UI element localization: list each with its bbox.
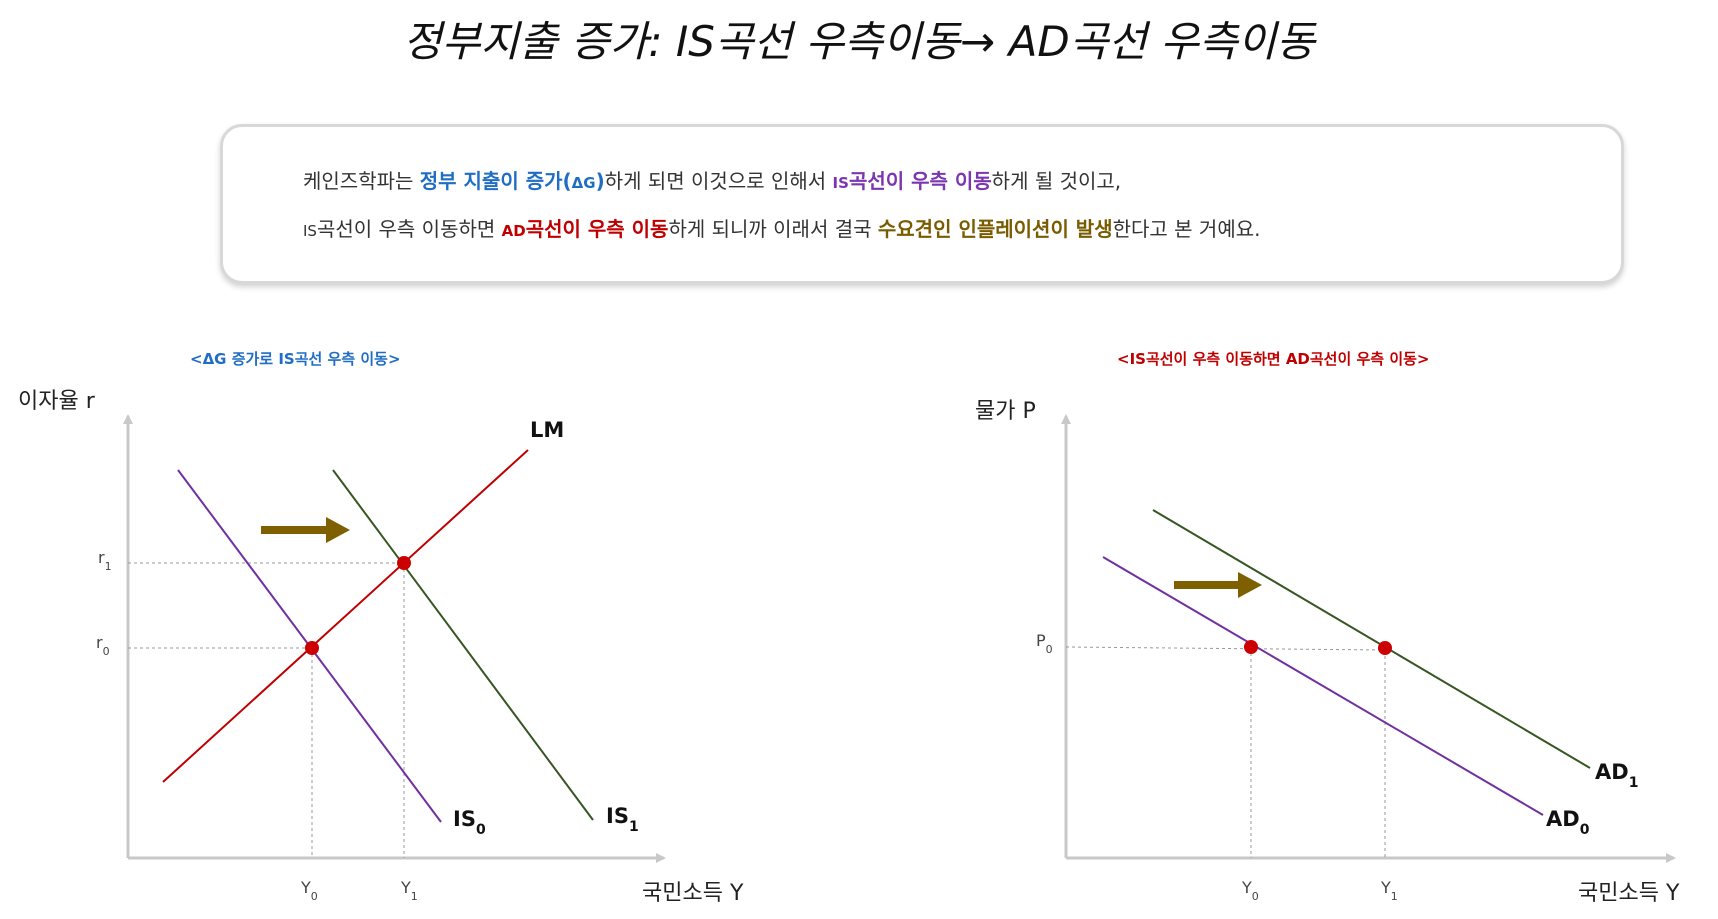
explanation-line-2: IS곡선이 우측 이동하면 AD곡선이 우측 이동하게 되니까 이래서 결국 수… [303,213,1260,242]
explanation-box: 케인즈학파는 정부 지출이 증가(ΔG)하게 되면 이것으로 인해서 IS곡선이… [220,124,1624,284]
ad1-label: AD1 [1595,760,1638,791]
p0-guide-line [1065,646,1386,651]
tick-y1: Y1 [1380,878,1398,903]
ad1-point [1378,641,1392,655]
lm-label: LM [530,418,564,442]
explanation-segment: IS [832,174,849,192]
page-title: 정부지출 증가: IS곡선 우측이동→ AD곡선 우측이동 [403,17,1315,66]
ad0-label: AD0 [1546,807,1590,838]
left-diagram-caption: <ΔG 증가로 IS곡선 우측 이동> [190,350,401,368]
equilibrium-point-e1 [397,556,411,570]
is-lm-diagram: 이자율 r 국민소득 Y r1 r0 Y0 Y1 LM IS0 IS1 [18,389,744,906]
explanation-segment: IS [303,222,317,240]
ad1-curve [1152,509,1591,769]
tick-r1: r1 [98,548,112,573]
x-axis-title-income: 국민소득 Y [1578,881,1680,906]
tick-y1: Y1 [400,878,418,903]
tick-y0: Y0 [300,878,318,903]
lm-curve [162,449,529,783]
equilibrium-point-e0 [305,641,319,655]
ad-shift-arrow [1174,572,1262,598]
is1-label: IS1 [606,804,639,835]
explanation-segment: 수요견인 인플레이션이 발생 [877,217,1113,241]
explanation-line-1: 케인즈학파는 정부 지출이 증가(ΔG)하게 되면 이것으로 인해서 IS곡선이… [303,165,1121,194]
explanation-segment: ) [595,169,605,193]
x-axis-title-income: 국민소득 Y [642,881,744,906]
explanation-segment: AD [501,222,526,240]
y-axis-title-price-level: 물가 P [975,399,1036,424]
y-axis-title-interest-rate: 이자율 r [18,389,96,414]
right-diagram-caption: <IS곡선이 우측 이동하면 AD곡선이 우측 이동> [1117,350,1430,368]
explanation-segment: 곡선이 우측 이동 [848,169,992,193]
tick-r0: r0 [96,633,110,658]
is1-curve [332,469,594,821]
is0-label: IS0 [453,807,486,838]
explanation-segment: ΔG [571,174,596,192]
ad0-curve [1102,556,1544,816]
is-shift-arrow [261,517,350,543]
tick-p0: P0 [1036,631,1053,656]
explanation-segment: 곡선이 우측 이동하면 [316,217,502,241]
explanation-segment: 하게 되니까 이래서 결국 [668,217,878,241]
explanation-segment: 정부 지출이 증가( [419,169,572,193]
explanation-segment: 한다고 본 거예요. [1112,217,1261,241]
ad-diagram: 물가 P 국민소득 Y P0 Y0 Y1 AD1 AD0 [975,399,1680,906]
explanation-segment: 하게 되면 이것으로 인해서 [604,169,833,193]
explanation-segment: 하게 될 것이고, [991,169,1122,193]
explanation-segment: 곡선이 우측 이동 [525,217,669,241]
tick-y0: Y0 [1241,878,1259,903]
explanation-segment: 케인즈학파는 [303,169,420,193]
ad0-point [1244,640,1258,654]
